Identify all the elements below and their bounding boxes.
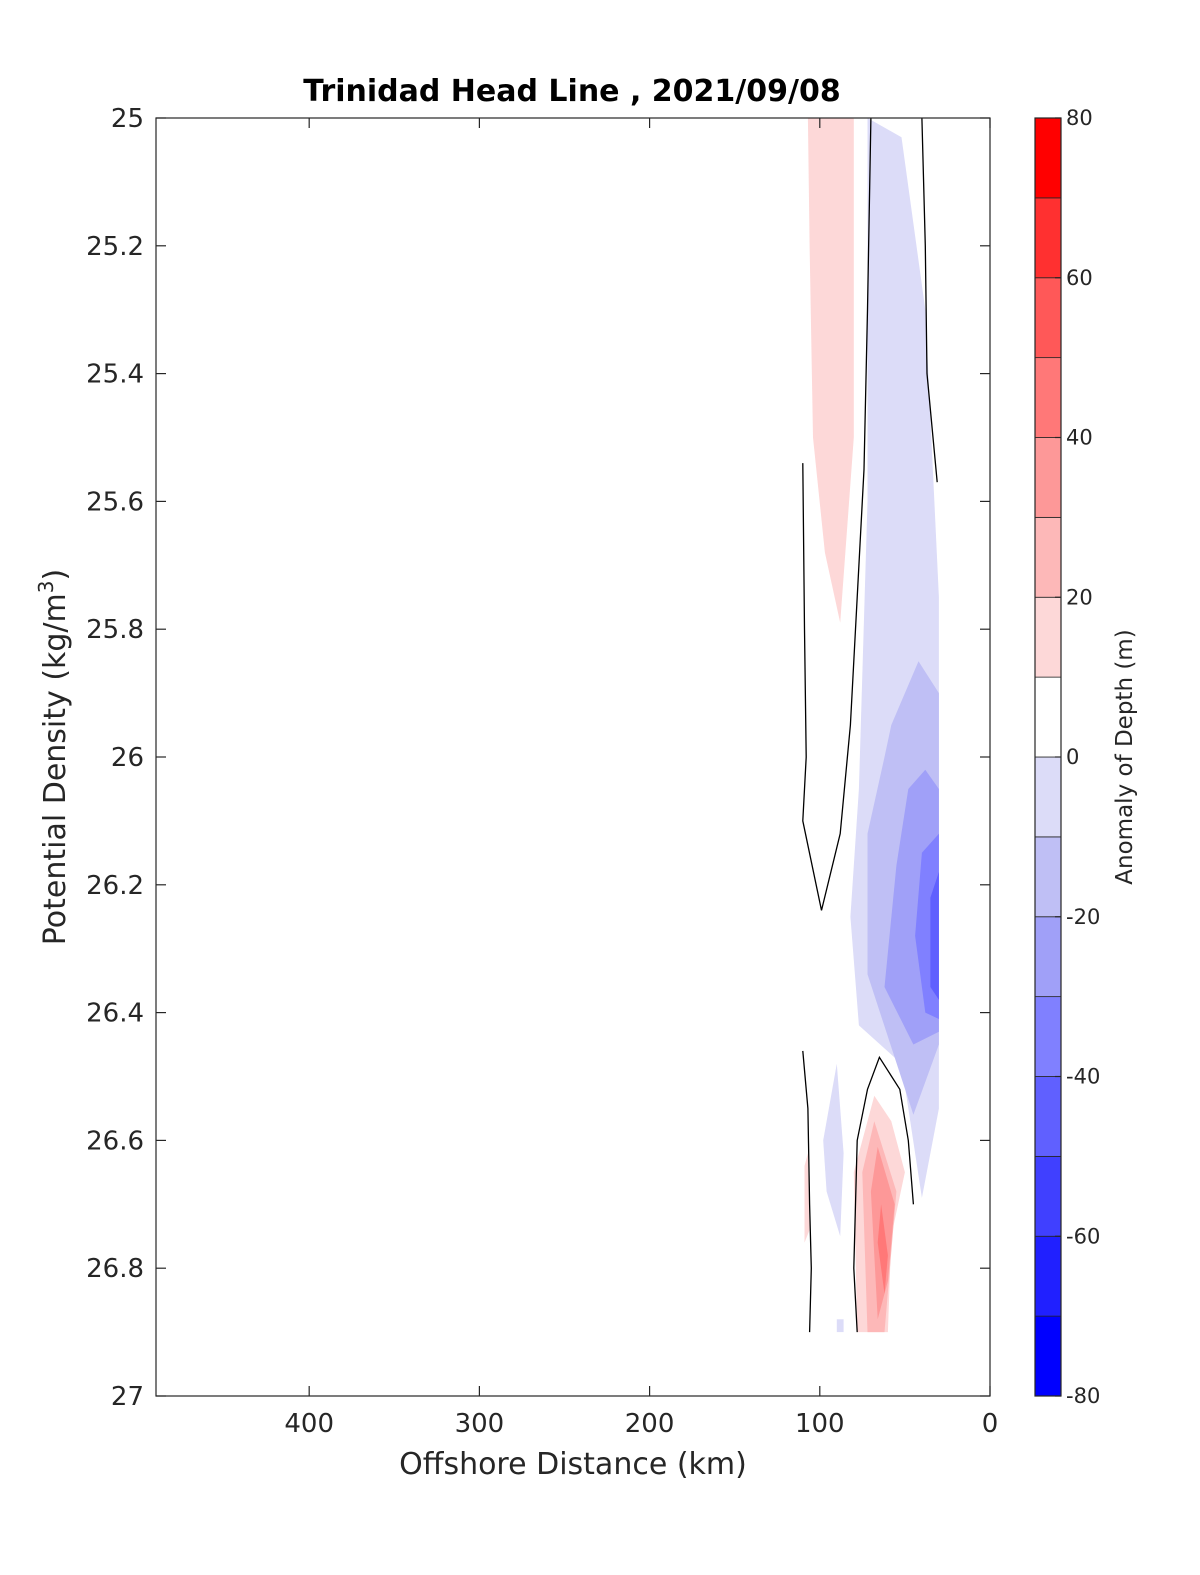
- colorbar-segment: [1034, 1315, 1062, 1397]
- x-axis-ticks: 400 300 200 100 0: [284, 118, 998, 1439]
- chart-title: Trinidad Head Line , 2021/09/08: [303, 74, 840, 109]
- colorbar-segment: [1034, 1235, 1062, 1317]
- x-tick-label: 100: [795, 1409, 845, 1439]
- y-tick-label: 26.4: [86, 999, 144, 1029]
- y-axis-label-main: Potential Density (kg/m: [38, 593, 73, 945]
- colorbar-segment: [1034, 437, 1062, 518]
- colorbar-segment: [1034, 836, 1062, 918]
- anomaly-region-13: [804, 1153, 810, 1243]
- anomaly-region-1: [807, 118, 854, 623]
- y-tick-label: 25: [111, 104, 144, 134]
- colorbar-segment: [1034, 197, 1062, 279]
- colorbar-segment: [1034, 277, 1062, 359]
- colorbar-tick-label: -20: [1066, 905, 1100, 929]
- colorbar-segment: [1034, 1155, 1062, 1237]
- zero-contour-line-2: [921, 117, 938, 483]
- colorbar-tick-label: 40: [1066, 426, 1093, 450]
- x-tick-label: 0: [982, 1409, 999, 1439]
- zero-contour-lines: [802, 117, 938, 1333]
- colorbar-segment: [1034, 916, 1062, 998]
- zero-contour-line-3: [802, 1050, 812, 1333]
- colorbar-segment: [1034, 996, 1062, 1077]
- colorbar-segment: [1034, 676, 1062, 758]
- colorbar-ticks: 80 60 40 20 0 -20 -40 -60 -80: [1055, 106, 1100, 1408]
- y-tick-label: 25.2: [86, 232, 144, 262]
- zero-contour-line-1: [802, 117, 872, 911]
- colorbar-tick-label: 20: [1066, 585, 1093, 609]
- colorbar-tick-label: 80: [1066, 106, 1093, 130]
- colorbar-segment: [1034, 1076, 1062, 1157]
- y-tick-label: 26.8: [86, 1254, 144, 1284]
- colorbar-segment: [1034, 117, 1062, 199]
- colorbar: [1034, 117, 1062, 1397]
- x-tick-label: 200: [625, 1409, 675, 1439]
- colorbar-label: Anomaly of Depth (m): [1112, 629, 1138, 884]
- colorbar-tick-label: 60: [1066, 266, 1093, 290]
- y-axis-label-close: ): [38, 569, 73, 581]
- zero-contour-line-4: [853, 1055, 915, 1333]
- colorbar-tick-label: -80: [1066, 1384, 1100, 1408]
- anomaly-region-7: [823, 1063, 844, 1237]
- colorbar-tick-label: 0: [1066, 745, 1079, 769]
- anomaly-region-8: [836, 1319, 844, 1333]
- anomaly-region-6: [930, 872, 939, 1000]
- x-axis-label: Offshore Distance (km): [399, 1447, 747, 1482]
- x-tick-label: 400: [284, 1409, 334, 1439]
- x-tick-label: 300: [455, 1409, 505, 1439]
- colorbar-segment: [1034, 516, 1062, 598]
- anomaly-region-12: [877, 1204, 888, 1294]
- colorbar-segment: [1034, 596, 1062, 678]
- y-tick-label: 27: [111, 1382, 144, 1412]
- y-axis-label-superscript: 3: [34, 580, 58, 593]
- anomaly-fill-regions: [804, 118, 939, 1333]
- y-axis-ticks: 25 25.2 25.4 25.6 25.8 26 26.2 26.4 26.6 26.8 27: [86, 104, 990, 1412]
- colorbar-tick-label: -40: [1066, 1065, 1100, 1089]
- colorbar-tick-label: -60: [1066, 1224, 1100, 1248]
- colorbar-segment: [1034, 756, 1062, 838]
- y-tick-label: 25.8: [86, 615, 144, 645]
- y-tick-label: 26: [111, 743, 144, 773]
- y-tick-label: 25.6: [86, 487, 144, 517]
- y-tick-label: 25.4: [86, 360, 144, 390]
- colorbar-segment: [1034, 357, 1062, 438]
- y-axis-label: Potential Density (kg/m3): [34, 569, 73, 945]
- y-tick-label: 26.6: [86, 1126, 144, 1156]
- y-tick-label: 26.2: [86, 871, 144, 901]
